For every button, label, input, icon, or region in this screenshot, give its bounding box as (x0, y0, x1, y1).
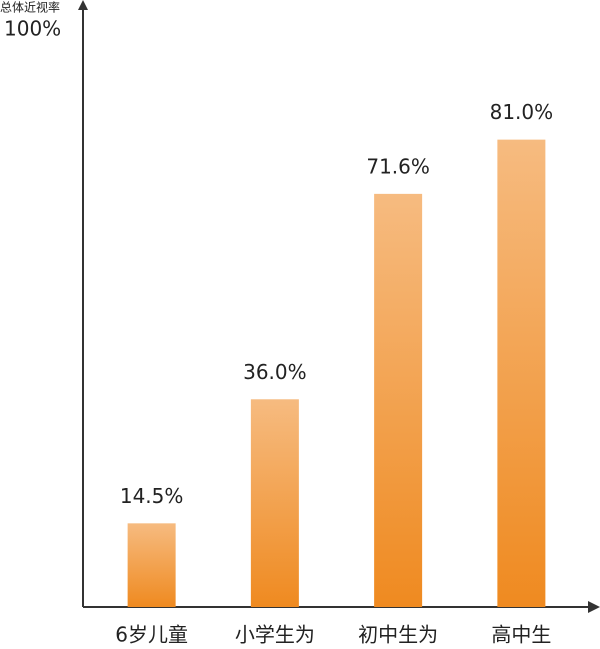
value-label: 36.0% (243, 360, 307, 384)
bar (250, 399, 299, 607)
y-tick-label: 100% (4, 17, 61, 41)
bar (497, 139, 546, 607)
value-label: 71.6% (366, 154, 430, 178)
x-tick-label: 初中生为 (358, 623, 438, 647)
bar (374, 193, 423, 608)
value-label: 14.5% (120, 484, 184, 508)
y-axis-arrow (78, 0, 88, 10)
y-axis-title: 总体近视率 (0, 0, 60, 15)
value-label: 81.0% (490, 100, 554, 124)
x-axis-arrow (588, 601, 600, 613)
x-tick-label: 6岁儿童 (115, 623, 188, 647)
x-tick-label: 高中生 (491, 623, 551, 647)
x-tick-label: 小学生为 (235, 623, 315, 647)
bar (127, 523, 176, 607)
